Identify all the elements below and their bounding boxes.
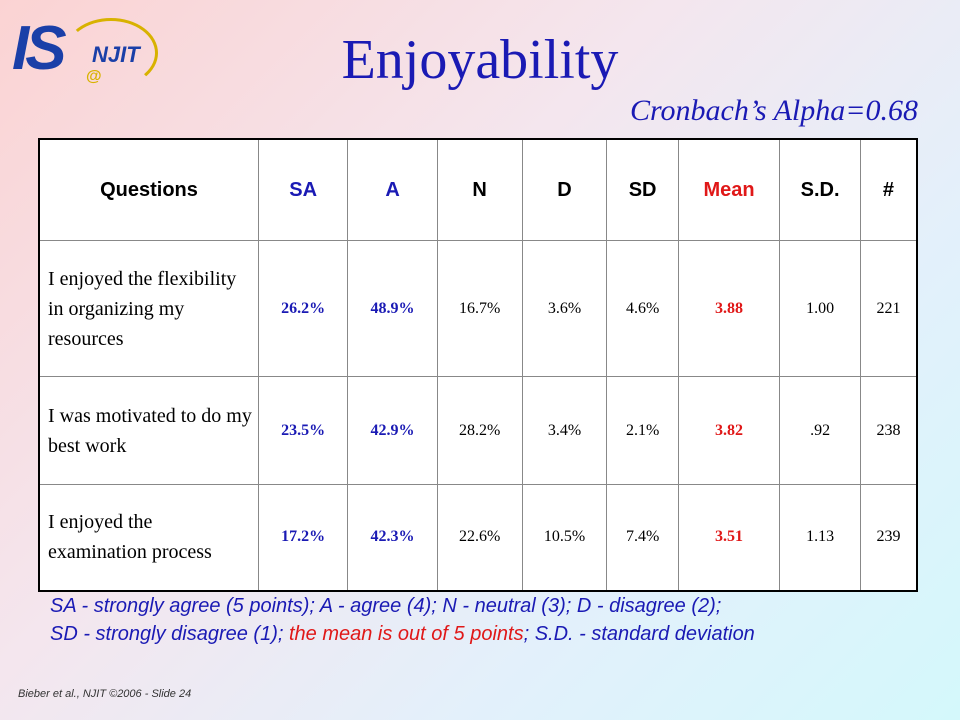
header-stdev: S.D. xyxy=(779,138,861,241)
header-count: # xyxy=(859,138,918,241)
mean-cell: 3.88 xyxy=(677,240,781,377)
n-cell: 16.7% xyxy=(436,240,523,377)
sa-cell: 26.2% xyxy=(257,240,349,377)
table-row: I was motivated to do my best work 23.5%… xyxy=(38,376,918,485)
d-cell: 3.6% xyxy=(521,240,608,377)
a-cell: 42.3% xyxy=(347,484,438,591)
legend-text: SA - strongly agree (5 points); A - agre… xyxy=(50,592,930,648)
legend-mean-note: the mean is out of 5 points xyxy=(283,623,524,645)
mean-cell: 3.82 xyxy=(677,376,781,485)
logo-at-icon: @ xyxy=(86,68,102,85)
header-n: N xyxy=(436,138,523,241)
header-sa: SA xyxy=(257,138,349,241)
d-cell: 10.5% xyxy=(521,484,608,591)
sd-cell: 4.6% xyxy=(606,240,679,377)
slide-title: Enjoyability xyxy=(341,29,619,91)
header-mean: Mean xyxy=(677,138,781,241)
n-cell: 28.2% xyxy=(436,376,523,485)
legend-part1: SA - strongly agree (5 points); A - agre… xyxy=(50,595,722,617)
logo-swoosh xyxy=(64,18,158,88)
stdev-cell: 1.00 xyxy=(779,240,861,377)
table-row: I enjoyed the flexibility in organizing … xyxy=(38,240,918,377)
n-cell: 22.6% xyxy=(436,484,523,591)
count-cell: 239 xyxy=(859,484,918,591)
slide-footer: Bieber et al., NJIT ©2006 - Slide 24 xyxy=(18,688,192,700)
table-row: I enjoyed the examination process 17.2% … xyxy=(38,484,918,591)
d-cell: 3.4% xyxy=(521,376,608,485)
a-cell: 42.9% xyxy=(347,376,438,485)
slide-subtitle: Cronbach’s Alpha=0.68 xyxy=(629,94,918,127)
stdev-cell: .92 xyxy=(779,376,861,485)
a-cell: 48.9% xyxy=(347,240,438,377)
sa-cell: 17.2% xyxy=(257,484,349,591)
count-cell: 238 xyxy=(859,376,918,485)
count-cell: 221 xyxy=(859,240,918,377)
sa-cell: 23.5% xyxy=(257,376,349,485)
legend-part2: SD - strongly disagree (1); xyxy=(50,623,284,645)
sd-cell: 2.1% xyxy=(606,376,679,485)
question-cell: I was motivated to do my best work xyxy=(38,376,259,485)
mean-cell: 3.51 xyxy=(677,484,781,591)
header-questions: Questions xyxy=(38,138,259,241)
stdev-cell: 1.13 xyxy=(779,484,861,591)
header-sd: SD xyxy=(606,138,679,241)
table-header-row: Questions SA A N D SD Mean S.D. # xyxy=(38,138,918,241)
legend-part4: ; S.D. - standard deviation xyxy=(523,623,755,645)
header-a: A xyxy=(347,138,438,241)
header-d: D xyxy=(521,138,608,241)
sd-cell: 7.4% xyxy=(606,484,679,591)
survey-table: Questions SA A N D SD Mean S.D. # I enjo… xyxy=(38,138,918,592)
question-cell: I enjoyed the examination process xyxy=(38,484,259,591)
logo-njit-text: NJIT xyxy=(92,42,140,67)
logo-is-text: IS xyxy=(12,14,67,83)
isnjit-logo: IS NJIT @ xyxy=(8,12,168,92)
question-cell: I enjoyed the flexibility in organizing … xyxy=(38,240,259,377)
